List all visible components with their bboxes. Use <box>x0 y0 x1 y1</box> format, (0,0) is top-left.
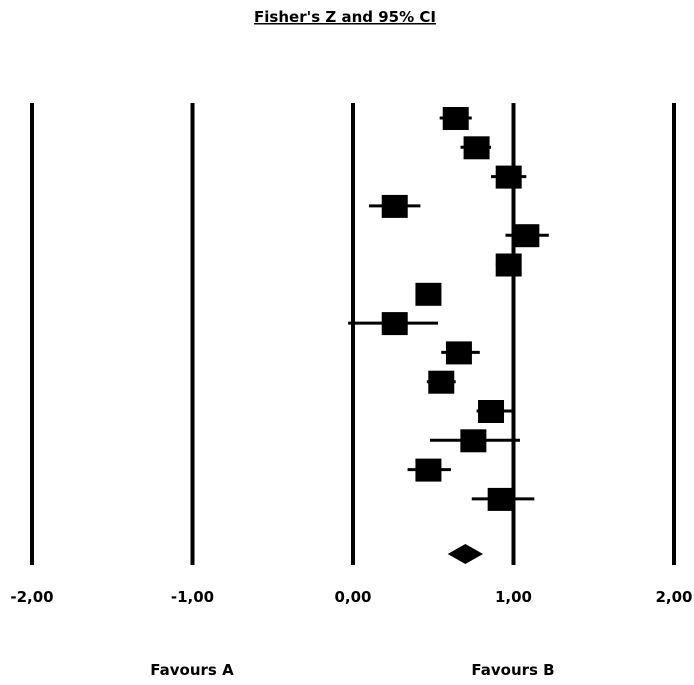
study-estimate-square <box>445 341 472 365</box>
study-estimate-square <box>415 458 442 482</box>
study-estimate-square <box>428 370 455 394</box>
study-estimate-square <box>487 487 514 511</box>
study-markers <box>348 107 549 511</box>
study-estimate-square <box>478 400 505 423</box>
favours-a-label: Favours A <box>150 661 234 679</box>
study-estimate-square <box>415 282 442 306</box>
chart-title: Fisher's Z and 95% CI <box>254 8 436 26</box>
x-tick-label: 0,00 <box>334 588 371 606</box>
study-estimate-square <box>460 429 487 453</box>
study-estimate-square <box>495 253 522 277</box>
study-estimate-square <box>463 136 490 160</box>
study-estimate-square <box>381 312 408 336</box>
x-tick-label: 2,00 <box>655 588 692 606</box>
x-tick-label: -1,00 <box>171 588 214 606</box>
x-tick-label: 1,00 <box>495 588 532 606</box>
study-estimate-square <box>513 224 540 248</box>
study-estimate-square <box>381 194 408 218</box>
reference-lines <box>30 103 676 565</box>
x-tick-labels: -2,00 -1,00 0,00 1,00 2,00 <box>10 588 692 606</box>
favours-b-label: Favours B <box>471 661 554 679</box>
summary-diamond <box>447 544 484 564</box>
study-estimate-square <box>442 107 469 130</box>
study-estimate-square <box>495 165 522 189</box>
x-tick-label: -2,00 <box>10 588 53 606</box>
summary-marker <box>447 544 484 564</box>
